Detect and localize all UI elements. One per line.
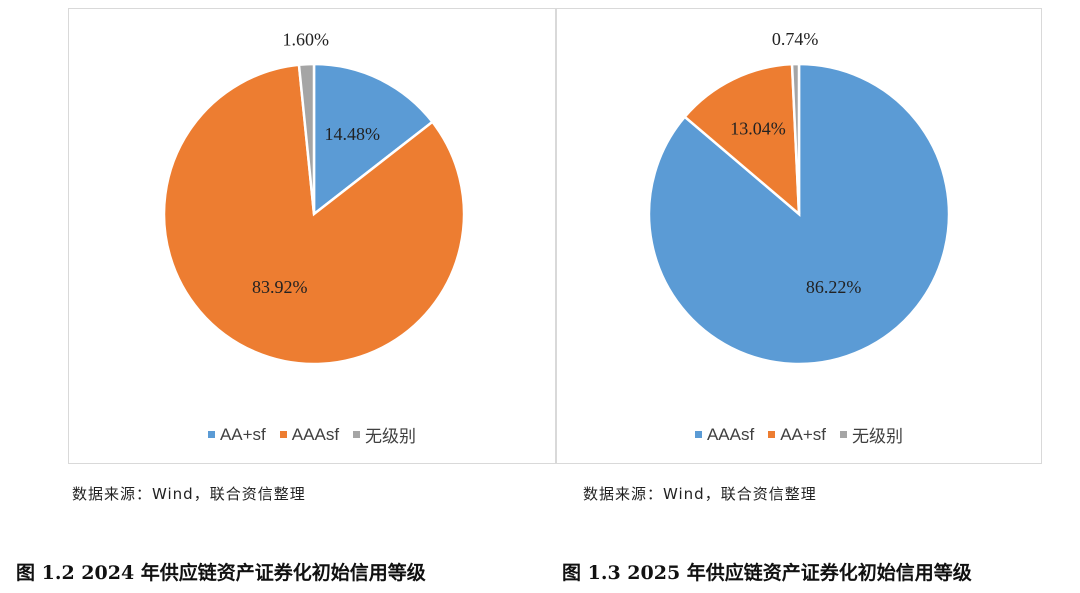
legend-label-aa-plus-sf: AA+sf	[219, 424, 266, 444]
data-label-aaa-sf: 83.92%	[252, 277, 308, 297]
legend-entry-aa-plus-sf: AA+sf	[207, 424, 266, 445]
pie-slice-aa-plus-sf	[312, 62, 435, 217]
legend-entry-aa-plus-sf: AA+sf	[768, 425, 826, 445]
legend-label-no-rating: 无级别	[365, 427, 417, 446]
legend-swatch-no-rating	[840, 431, 848, 438]
pie-slice-aaa-sf	[162, 63, 466, 366]
legend-swatch-aa-plus-sf	[768, 431, 776, 438]
legend-swatch-aaa-sf	[694, 431, 702, 438]
legend-entry-no-rating: 无级别	[353, 422, 416, 447]
legend-swatch-aa-plus-sf	[207, 431, 215, 438]
legend-2025: AAAsf AA+sf 无级别	[557, 422, 1041, 447]
data-label-aaa-sf: 86.22%	[806, 277, 862, 297]
figure-caption-2025: 图 1.3 2025 年供应链资产证券化初始信用等级	[562, 562, 972, 584]
pie-slice-aa-plus-sf	[682, 62, 801, 217]
legend-entry-aaa-sf: AAAsf	[694, 424, 755, 445]
data-source-note-2024: 数据来源：Wind，联合资信整理	[72, 485, 306, 503]
chart-panel-2025: 86.22% 13.04% 0.74% AAAsf AA+sf 无级别	[556, 8, 1042, 464]
data-label-aa-plus-sf: 13.04%	[730, 119, 786, 139]
figure-caption-2024: 图 1.2 2024 年供应链资产证券化初始信用等级	[16, 562, 426, 584]
pie-slice-no-rating	[790, 62, 801, 215]
legend-label-aa-plus-sf: AA+sf	[780, 424, 827, 444]
pie-chart-2024: 14.48% 83.92% 1.60%	[162, 29, 466, 366]
chart-panel-2024: 14.48% 83.92% 1.60% AA+sf AAAsf 无级别	[68, 8, 556, 464]
data-label-no-rating: 0.74%	[772, 29, 819, 49]
legend-2024: AA+sf AAAsf 无级别	[69, 422, 555, 447]
pie-chart-2025: 86.22% 13.04% 0.74%	[647, 29, 951, 366]
data-label-no-rating: 1.60%	[282, 29, 329, 49]
data-source-note-2025: 数据来源：Wind，联合资信整理	[583, 485, 817, 503]
legend-swatch-aaa-sf	[279, 431, 287, 438]
data-label-aa-plus-sf: 14.48%	[324, 124, 380, 144]
legend-label-no-rating: 无级别	[852, 427, 904, 446]
legend-entry-aaa-sf: AAAsf	[279, 424, 340, 445]
pie-slice-no-rating	[297, 62, 316, 215]
legend-label-aaa-sf: AAAsf	[706, 424, 755, 444]
legend-label-aaa-sf: AAAsf	[291, 424, 340, 444]
legend-swatch-no-rating	[353, 431, 361, 438]
legend-entry-no-rating: 无级别	[840, 422, 903, 447]
